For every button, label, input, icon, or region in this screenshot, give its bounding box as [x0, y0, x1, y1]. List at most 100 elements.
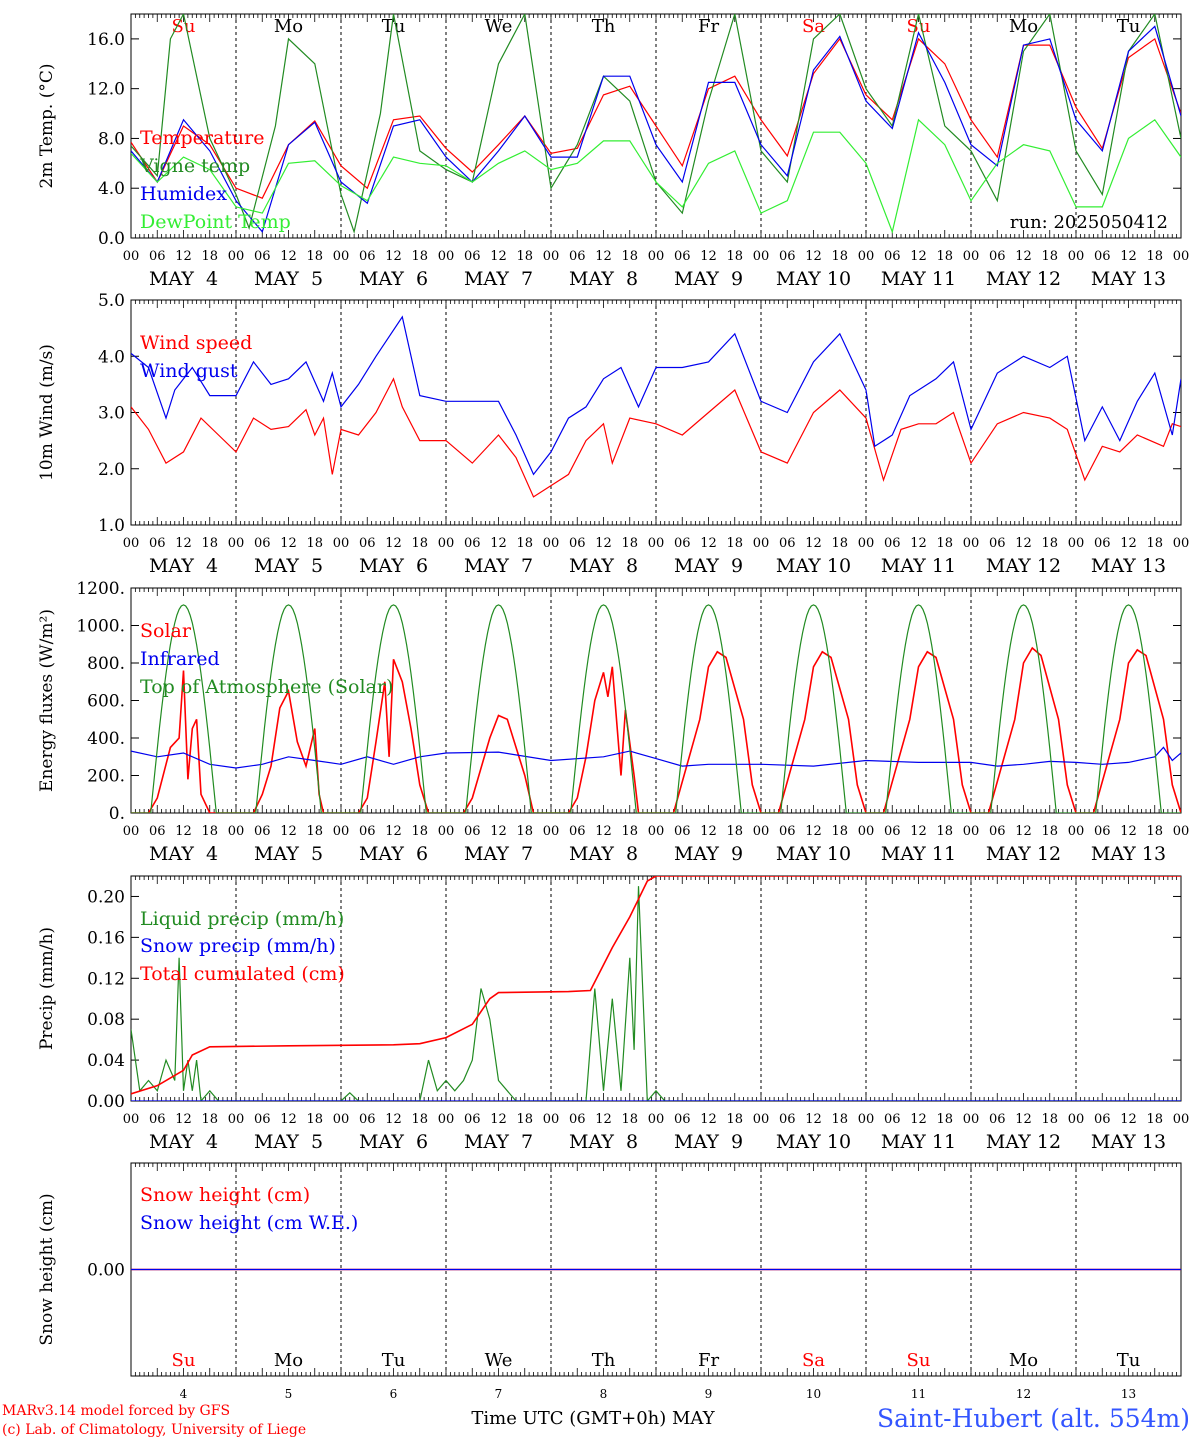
- hour-label: 12: [280, 536, 297, 551]
- hour-label: 00: [543, 1112, 560, 1127]
- hour-label: 18: [936, 536, 953, 551]
- series-line-total-cumulated-cm-: [131, 876, 1181, 1095]
- hour-label: 00: [1068, 249, 1085, 264]
- hour-label: 12: [385, 536, 402, 551]
- date-label: MAY 9: [674, 1131, 743, 1153]
- hour-label: 12: [175, 536, 192, 551]
- date-label: MAY 11: [881, 555, 956, 577]
- hour-label: 00: [228, 536, 245, 551]
- weekday-label: Su: [172, 1350, 196, 1371]
- hour-label: 00: [753, 249, 770, 264]
- panel-1: 0.0 4.0 8.0 12.0 16.0 2m Temp. (°C) 00 06 12 18 MA…: [37, 13, 1189, 290]
- hour-label: 18: [621, 824, 638, 839]
- hour-label: 00: [963, 536, 980, 551]
- weekday-label: Sa: [802, 1350, 825, 1371]
- date-label: MAY 12: [986, 1131, 1061, 1153]
- hour-label: 12: [595, 249, 612, 264]
- date-label: MAY 6: [359, 1131, 428, 1153]
- series-line-vigne-temp: [131, 14, 1181, 234]
- hour-label: 00: [1068, 1112, 1085, 1127]
- hour-label: 00: [648, 824, 665, 839]
- hour-label: 00: [333, 824, 350, 839]
- hour-label: 06: [674, 536, 691, 551]
- hour-label: 06: [569, 824, 586, 839]
- weekday-label: Tu: [382, 1350, 406, 1371]
- hour-label: 00: [963, 824, 980, 839]
- y-tick-label: 2.0: [98, 460, 125, 480]
- hour-label: 18: [306, 249, 323, 264]
- hour-label: 12: [175, 1112, 192, 1127]
- hour-label: 18: [201, 536, 218, 551]
- hour-label: 12: [1015, 249, 1032, 264]
- hour-label: 12: [175, 824, 192, 839]
- hour-label: 06: [149, 249, 166, 264]
- hour-label: 06: [149, 1112, 166, 1127]
- weekday-label: Mo: [274, 1350, 303, 1371]
- legend-entry: Total cumulated (cm): [140, 963, 345, 985]
- hour-label: 00: [228, 1112, 245, 1127]
- hour-label: 18: [726, 824, 743, 839]
- hour-label: 00: [648, 249, 665, 264]
- y-tick-label: 0.08: [87, 1010, 125, 1030]
- weekday-label: We: [485, 1350, 513, 1371]
- hour-label: 06: [779, 249, 796, 264]
- hour-label: 00: [123, 249, 140, 264]
- legend-entry: Liquid precip (mm/h): [140, 908, 344, 930]
- day-number-label: 6: [390, 1387, 398, 1401]
- hour-label: 00: [123, 824, 140, 839]
- date-label: MAY 5: [254, 268, 323, 290]
- y-tick-label: 0.00: [87, 1092, 125, 1112]
- hour-label: 00: [648, 536, 665, 551]
- hour-label: 12: [175, 249, 192, 264]
- hour-label: 12: [385, 249, 402, 264]
- hour-label: 12: [280, 1112, 297, 1127]
- hour-label: 12: [595, 1112, 612, 1127]
- legend-entry: DewPoint Temp: [140, 211, 291, 233]
- hour-label: 06: [254, 536, 271, 551]
- hour-label: 00: [858, 536, 875, 551]
- hour-label: 12: [700, 1112, 717, 1127]
- hour-label: 18: [831, 249, 848, 264]
- hour-label: 06: [989, 249, 1006, 264]
- day-number-label: 4: [180, 1387, 188, 1401]
- date-label: MAY 4: [149, 1131, 218, 1153]
- legend-entry: Infrared: [140, 648, 220, 670]
- legend-entry: Humidex: [140, 183, 227, 205]
- hour-ticks: [130, 588, 1182, 813]
- date-label: MAY 4: [149, 268, 218, 290]
- hour-label: 06: [149, 824, 166, 839]
- panel-2: 1.0 2.0 3.0 4.0 5.0 10m Wind (m/s) 00 06 12 18 MAY…: [37, 291, 1189, 577]
- weekday-label: Th: [592, 1350, 616, 1371]
- hour-label: 18: [936, 1112, 953, 1127]
- x-axis-title: Time UTC (GMT+0h) MAY: [471, 1408, 715, 1429]
- hour-ticks: [130, 1163, 1182, 1376]
- date-label: MAY 13: [1091, 843, 1166, 865]
- hour-label: 12: [490, 824, 507, 839]
- date-label: MAY 9: [674, 555, 743, 577]
- hour-label: 18: [1146, 249, 1163, 264]
- hour-label: 12: [1120, 536, 1137, 551]
- legend-entry: Snow precip (mm/h): [140, 935, 336, 957]
- hour-label: 06: [1094, 1112, 1111, 1127]
- hour-label: 06: [149, 536, 166, 551]
- hour-ticks: [130, 876, 1182, 1101]
- hour-label: 06: [1094, 536, 1111, 551]
- hour-label: 06: [569, 1112, 586, 1127]
- date-label: MAY 12: [986, 555, 1061, 577]
- hour-label: 18: [831, 536, 848, 551]
- hour-label: 18: [831, 1112, 848, 1127]
- hour-label: 00: [1173, 824, 1190, 839]
- y-tick-label: 3.0: [98, 404, 125, 424]
- hour-label: 00: [438, 536, 455, 551]
- date-label: MAY 13: [1091, 1131, 1166, 1153]
- copyright-credit: (c) Lab. of Climatology, University of L…: [2, 1422, 306, 1438]
- hour-label: 06: [254, 1112, 271, 1127]
- y-tick-label: 4.0: [98, 179, 125, 199]
- series-line-temperature: [131, 37, 1181, 199]
- hour-label: 18: [726, 536, 743, 551]
- hour-label: 00: [438, 1112, 455, 1127]
- date-label: MAY 7: [464, 555, 533, 577]
- legend-entry: Wind speed: [140, 332, 252, 354]
- hour-label: 00: [858, 1112, 875, 1127]
- date-label: MAY 5: [254, 555, 323, 577]
